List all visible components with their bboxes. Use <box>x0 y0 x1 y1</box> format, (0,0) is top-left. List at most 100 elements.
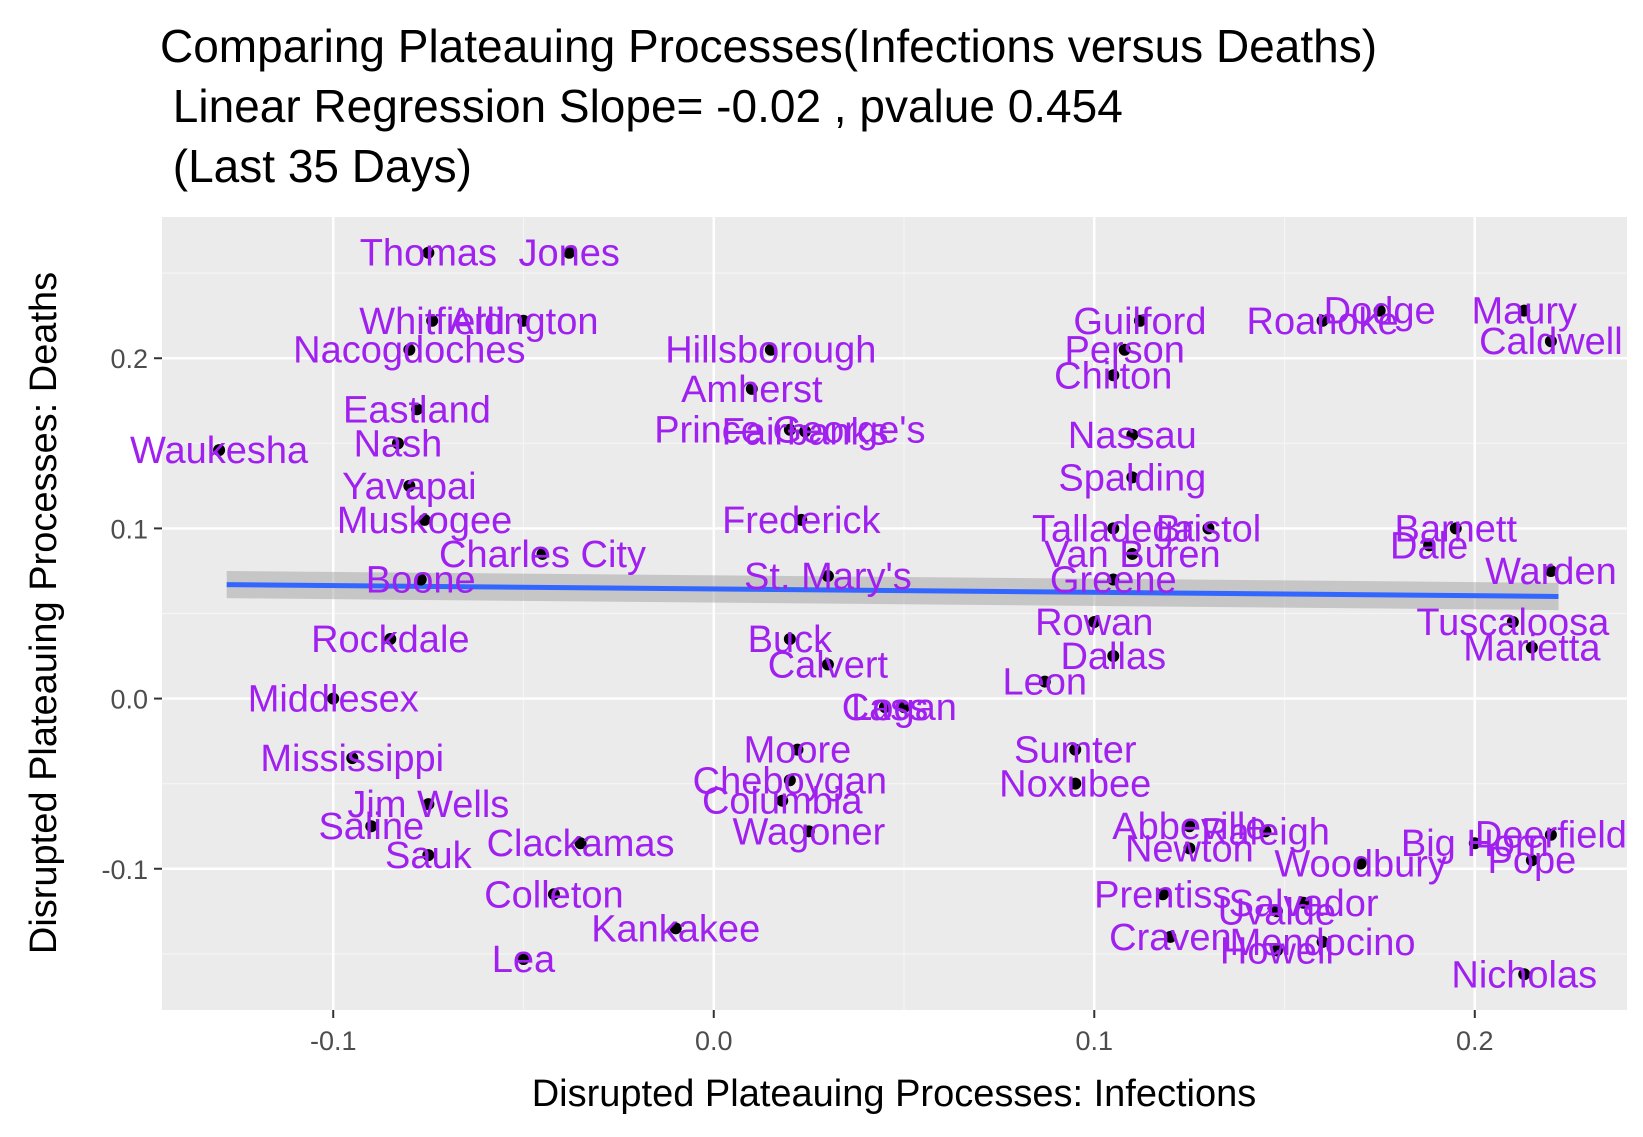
point-label: Uvalde <box>1218 891 1336 933</box>
y-tick-label: 0.1 <box>110 514 148 544</box>
data-point <box>547 888 560 901</box>
point-label: Talladega <box>1032 508 1196 550</box>
point-label: Waukesha <box>130 430 309 472</box>
data-point <box>426 314 439 327</box>
data-point <box>776 794 789 807</box>
data-point <box>802 825 815 838</box>
data-point <box>414 573 427 586</box>
point-label: Pope <box>1487 840 1576 882</box>
point-label: Rowan <box>1035 602 1153 644</box>
data-point <box>365 820 378 833</box>
point-label: Marietta <box>1463 628 1601 670</box>
point-label: Caldwell <box>1479 321 1623 363</box>
data-point <box>1518 968 1531 981</box>
y-tick-label: 0.2 <box>110 344 148 374</box>
point-label: Yavapai <box>342 466 477 508</box>
data-point <box>410 403 423 416</box>
points-layer <box>213 246 1557 981</box>
point-label: Tuscaloosa <box>1416 602 1610 644</box>
data-point <box>1156 888 1169 901</box>
title-line-2: Linear Regression Slope= -0.02 , pvalue … <box>160 80 1123 132</box>
y-tick-label: 0.0 <box>110 685 148 715</box>
point-label: Boone <box>366 559 476 601</box>
data-point <box>1107 369 1120 382</box>
data-point <box>1164 930 1177 943</box>
data-point <box>1133 314 1146 327</box>
point-label: Spalding <box>1058 457 1206 499</box>
point-label: Logan <box>851 687 957 729</box>
point-label: Abbeville <box>1112 806 1266 848</box>
point-label: Saline <box>318 806 424 848</box>
data-point <box>1468 837 1481 850</box>
data-point <box>1183 820 1196 833</box>
data-point <box>1183 842 1196 855</box>
point-label: Eastland <box>343 389 491 431</box>
point-label: Cass <box>842 687 929 729</box>
point-label: Chilton <box>1054 355 1172 397</box>
data-point <box>422 246 435 259</box>
point-label: Clackamas <box>487 823 675 865</box>
point-label: Bristol <box>1156 508 1262 550</box>
data-point <box>1297 896 1310 909</box>
labels-layer: Thomas Jones WhitfieldArlingtonNacogdoches… <box>130 233 1627 997</box>
data-point <box>1525 641 1538 654</box>
x-axis-title: Disrupted Plateauing Processes: Infectio… <box>532 1073 1257 1115</box>
data-point <box>346 752 359 765</box>
regression-line <box>226 582 1559 599</box>
data-point <box>1525 854 1538 867</box>
data-point <box>1126 471 1139 484</box>
data-point <box>1518 304 1531 317</box>
data-point <box>1354 857 1367 870</box>
data-point <box>898 701 911 714</box>
grid-major <box>162 217 1627 1010</box>
point-label: St. Mary's <box>744 556 912 598</box>
data-point <box>327 692 340 705</box>
x-tick-label: -0.1 <box>310 1026 357 1056</box>
data-point <box>422 849 435 862</box>
point-label: Jones <box>518 233 619 275</box>
data-point <box>1544 335 1557 348</box>
data-point <box>1373 304 1386 317</box>
data-point <box>1449 522 1462 535</box>
data-point <box>1544 564 1557 577</box>
point-label: Amherst <box>681 369 823 411</box>
title-line-1: Comparing Plateauing Processes(Infection… <box>160 20 1377 72</box>
point-label: Salvador <box>1229 883 1379 925</box>
data-point <box>764 343 777 356</box>
point-label: Raleigh <box>1201 811 1330 853</box>
point-label: Muskogee <box>337 500 512 542</box>
data-point <box>517 314 530 327</box>
data-point <box>517 952 530 965</box>
data-point <box>418 513 431 526</box>
data-point <box>1107 650 1120 663</box>
data-point <box>213 444 226 457</box>
data-point <box>1069 777 1082 790</box>
data-point <box>1270 905 1283 918</box>
data-point <box>1544 828 1557 841</box>
data-point <box>745 382 758 395</box>
data-point <box>1126 547 1139 560</box>
data-point <box>669 922 682 935</box>
point-label: Whitfield <box>359 301 505 343</box>
x-axis: -0.1 0.0 0.1 0.2 <box>310 1010 1494 1056</box>
data-point <box>403 343 416 356</box>
point-label: Fairbanks <box>722 411 889 453</box>
point-label: Lea <box>492 939 556 981</box>
data-point <box>536 547 549 560</box>
point-label: Deerfield <box>1475 815 1627 857</box>
point-label: Kankakee <box>591 908 760 950</box>
point-label: Craven <box>1109 917 1232 959</box>
data-point <box>1506 616 1519 629</box>
data-point <box>878 701 891 714</box>
point-label: Leon <box>1003 662 1088 704</box>
point-label: Calvert <box>768 645 889 687</box>
data-point <box>403 479 416 492</box>
point-label: Arlington <box>449 301 599 343</box>
point-label: Howell <box>1220 930 1334 972</box>
point-label: Warden <box>1485 551 1617 593</box>
data-point <box>783 774 796 787</box>
point-label: Mendocino <box>1230 922 1416 964</box>
point-label: Nacogdoches <box>293 330 525 372</box>
point-label: Roanoke <box>1247 301 1399 343</box>
